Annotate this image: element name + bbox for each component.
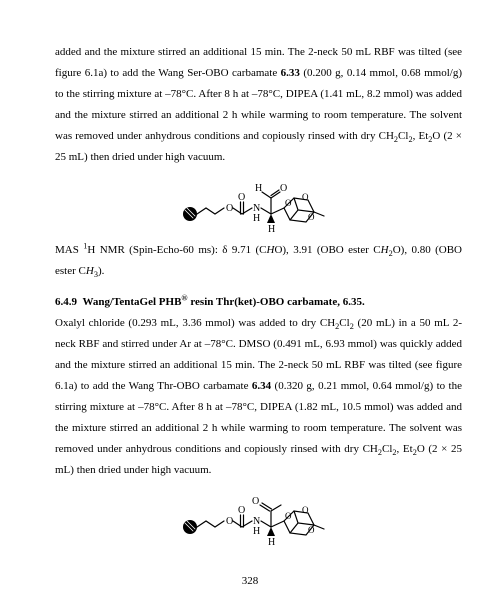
scheme-2-structure: O O N H H O O O [176, 487, 341, 549]
svg-text:O: O [302, 505, 309, 515]
svg-text:O: O [252, 496, 259, 507]
section-1-paragraph: added and the mixture stirred an additio… [55, 42, 462, 168]
section-2-heading: 6.4.9 Wang/TentaGel PHB® resin Thr(ket)-… [55, 292, 462, 313]
svg-text:H: H [253, 526, 260, 537]
section-2-paragraph: Oxalyl chloride (0.293 mL, 3.36 mmol) wa… [55, 313, 462, 481]
svg-text:H: H [268, 537, 275, 548]
svg-text:O: O [308, 212, 315, 222]
page: added and the mixture stirred an additio… [0, 0, 500, 605]
svg-text:O: O [226, 516, 233, 527]
svg-text:H: H [255, 183, 262, 194]
svg-text:H: H [268, 224, 275, 235]
svg-text:O: O [238, 192, 245, 203]
page-number: 328 [0, 575, 500, 587]
scheme-1-structure: O O N H H H O [176, 174, 341, 236]
svg-text:O: O [308, 525, 315, 535]
svg-text:O: O [280, 183, 287, 194]
svg-text:O: O [285, 511, 292, 521]
svg-text:O: O [238, 505, 245, 516]
svg-text:O: O [285, 198, 292, 208]
svg-text:O: O [302, 192, 309, 202]
section-1-nmr: MAS 1H NMR (Spin-Echo-60 ms): δ 9.71 (CH… [55, 240, 462, 282]
svg-text:H: H [253, 213, 260, 224]
svg-text:O: O [226, 203, 233, 214]
